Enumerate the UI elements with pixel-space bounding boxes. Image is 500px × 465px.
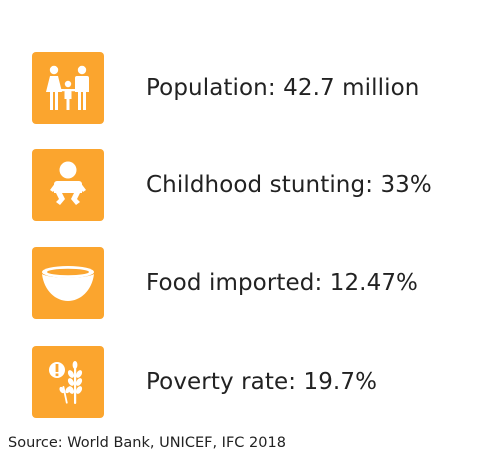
population-label: Population: 42.7 million: [146, 75, 420, 101]
food-imported-label: Food imported: 12.47%: [146, 270, 419, 296]
wheat-alert-icon: [32, 346, 104, 418]
bowl-icon: [32, 247, 104, 319]
source-note: Source: World Bank, UNICEF, IFC 2018: [8, 435, 286, 451]
baby-icon: [32, 149, 104, 221]
poverty-label: Poverty rate: 19.7%: [146, 369, 378, 395]
stunting-label: Childhood stunting: 33%: [146, 172, 432, 198]
family-icon: [32, 52, 104, 124]
stat-row-population: Population: 42.7 million: [32, 52, 419, 124]
stat-row-food-imported: Food imported: 12.47%: [32, 247, 418, 319]
stat-row-poverty: Poverty rate: 19.7%: [32, 346, 377, 418]
stat-row-stunting: Childhood stunting: 33%: [32, 149, 432, 221]
